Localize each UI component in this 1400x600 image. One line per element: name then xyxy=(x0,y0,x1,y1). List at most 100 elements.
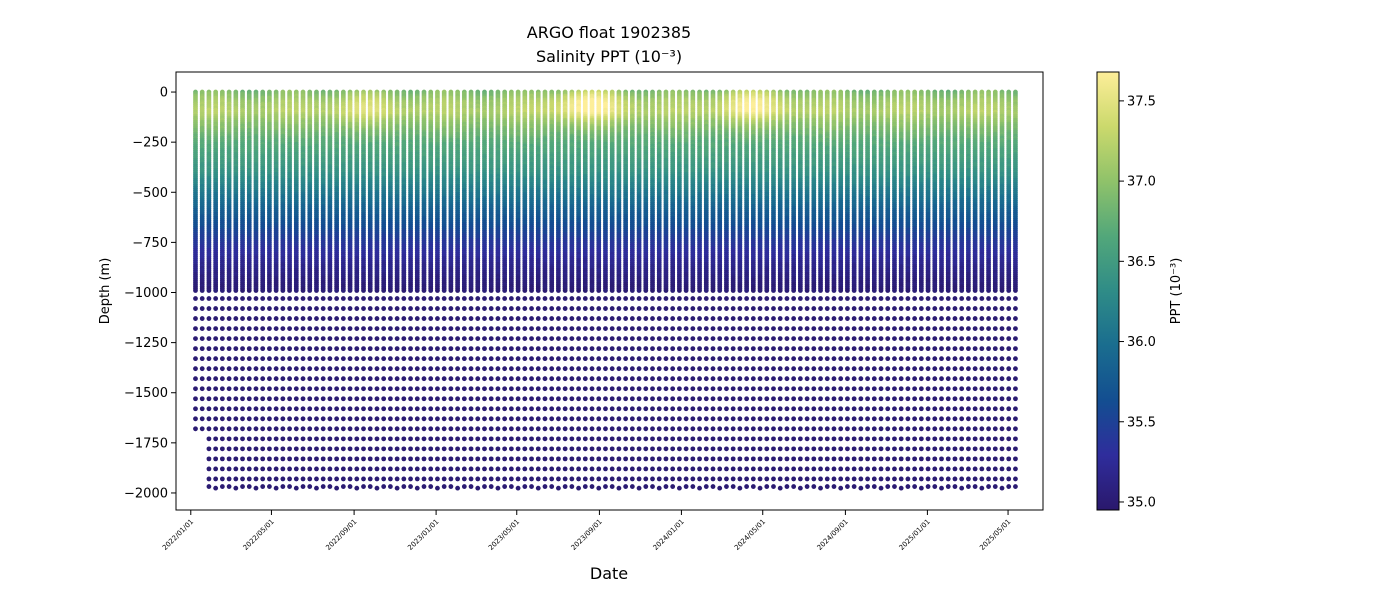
data-point xyxy=(340,296,346,301)
data-point xyxy=(320,376,326,382)
data-point xyxy=(260,406,266,412)
data-point xyxy=(226,356,232,362)
data-point xyxy=(334,436,340,442)
data-point xyxy=(253,366,259,372)
data-point xyxy=(334,485,340,491)
data-point xyxy=(327,306,333,311)
data-point xyxy=(219,446,225,452)
data-point xyxy=(428,356,434,362)
data-point xyxy=(213,396,219,402)
data-point xyxy=(240,306,245,311)
data-point xyxy=(448,456,454,462)
data-point xyxy=(314,316,319,321)
data-point xyxy=(246,436,252,442)
data-point xyxy=(253,386,259,392)
data-point xyxy=(320,476,326,482)
data-point xyxy=(320,466,326,472)
data-point xyxy=(414,326,420,331)
data-point xyxy=(367,446,373,452)
data-point xyxy=(327,346,333,352)
data-point xyxy=(206,386,212,392)
data-point xyxy=(240,396,245,402)
data-point xyxy=(354,288,360,293)
data-point xyxy=(293,356,299,362)
data-point xyxy=(287,426,292,432)
data-point xyxy=(408,416,413,422)
data-point xyxy=(441,366,447,372)
data-point xyxy=(435,326,440,331)
data-point xyxy=(273,306,279,311)
data-point xyxy=(374,456,380,462)
data-point xyxy=(307,446,313,452)
data-point xyxy=(354,326,360,331)
data-point xyxy=(280,484,286,489)
data-point xyxy=(401,406,407,412)
data-point xyxy=(421,376,427,382)
data-point xyxy=(347,336,353,342)
data-point xyxy=(253,296,259,301)
data-point xyxy=(340,446,346,452)
data-point xyxy=(240,386,245,392)
data-point xyxy=(193,316,198,321)
data-point xyxy=(414,376,420,382)
data-point xyxy=(314,456,319,462)
data-point xyxy=(280,426,286,432)
data-point xyxy=(394,456,400,462)
data-point xyxy=(455,356,461,362)
data-point xyxy=(461,356,467,362)
data-point xyxy=(401,426,407,432)
data-point xyxy=(408,326,413,331)
data-point xyxy=(361,466,366,472)
data-point xyxy=(267,426,272,432)
data-point xyxy=(300,336,306,342)
data-point xyxy=(448,296,454,301)
data-point xyxy=(287,386,292,392)
data-point xyxy=(307,346,313,352)
data-point xyxy=(253,346,259,352)
data-point xyxy=(388,326,393,331)
data-point xyxy=(327,416,333,422)
data-point xyxy=(300,288,306,293)
data-point xyxy=(193,326,198,331)
data-point xyxy=(213,336,219,342)
data-point xyxy=(414,306,420,311)
data-point xyxy=(307,426,313,432)
data-point xyxy=(367,426,373,432)
data-point xyxy=(354,426,360,432)
data-point xyxy=(273,366,279,372)
data-point xyxy=(307,288,313,293)
data-point xyxy=(314,326,319,331)
data-point xyxy=(361,456,366,462)
data-point xyxy=(394,356,400,362)
data-point xyxy=(334,326,340,331)
data-point xyxy=(347,416,353,422)
data-point xyxy=(374,366,380,372)
data-point xyxy=(233,346,239,352)
data-point xyxy=(293,336,299,342)
data-point xyxy=(314,416,319,422)
data-point xyxy=(226,416,232,422)
data-point xyxy=(354,386,360,392)
data-point xyxy=(287,476,292,482)
data-point xyxy=(260,396,266,402)
data-point xyxy=(293,376,299,382)
data-point xyxy=(273,296,279,301)
data-point xyxy=(401,376,407,382)
data-point xyxy=(367,326,373,331)
data-point xyxy=(260,466,266,472)
data-point xyxy=(206,296,212,301)
data-point xyxy=(441,306,447,311)
data-point xyxy=(388,376,393,382)
data-point xyxy=(394,476,400,482)
data-point xyxy=(334,466,340,472)
data-point xyxy=(334,346,340,352)
data-point xyxy=(293,296,299,301)
data-point xyxy=(206,376,212,382)
data-point xyxy=(448,336,454,342)
data-point xyxy=(340,476,346,482)
data-point xyxy=(354,406,360,412)
data-point xyxy=(441,326,447,331)
data-point xyxy=(448,484,454,489)
data-point xyxy=(401,396,407,402)
data-point xyxy=(300,484,306,489)
